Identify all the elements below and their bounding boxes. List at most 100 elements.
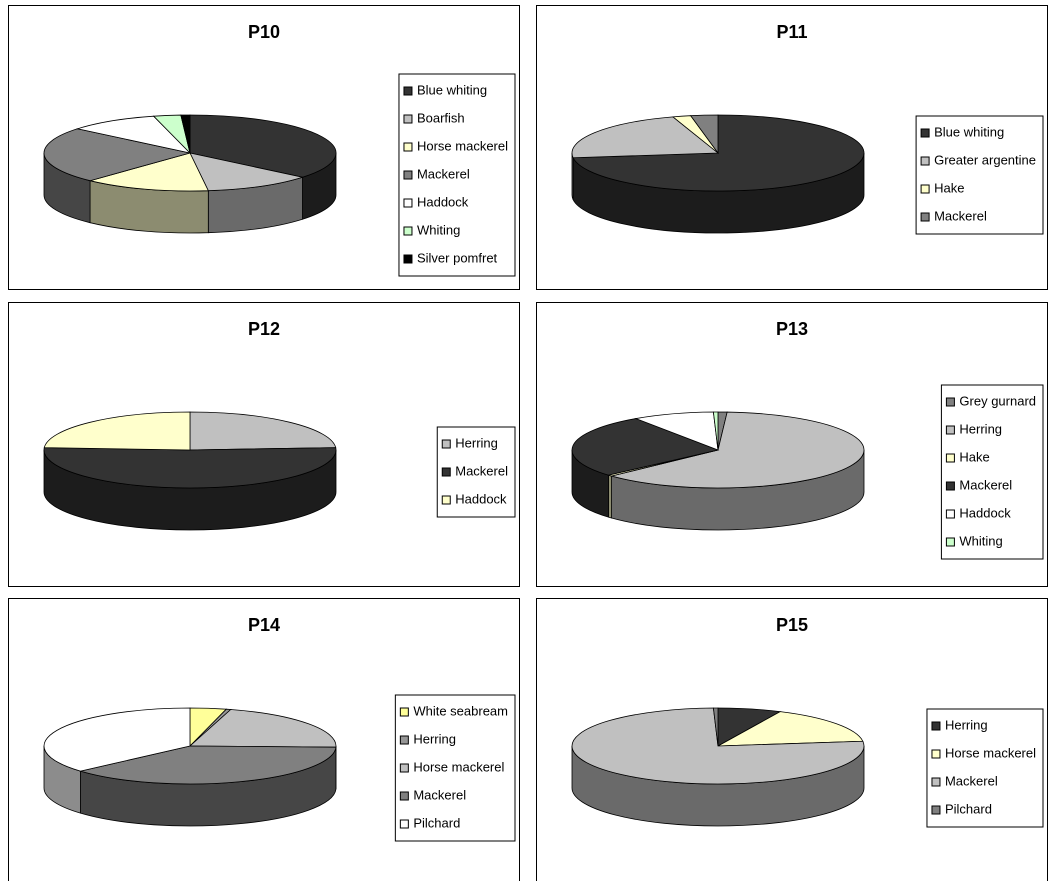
legend: Blue whiting Boarfish Horse mackerel Macker… <box>398 73 516 277</box>
legend-swatch <box>931 777 941 787</box>
legend-swatch <box>931 805 941 815</box>
legend-label: Mackerel <box>455 463 508 478</box>
legend-swatch <box>945 509 955 519</box>
legend-label: Blue whiting <box>417 82 487 97</box>
slice <box>43 447 337 489</box>
slice <box>189 114 337 178</box>
legend-box <box>915 115 1044 235</box>
slice <box>189 152 305 192</box>
legend-label: Herring <box>413 731 456 746</box>
legend-swatch <box>403 142 413 152</box>
legend-label: Horse mackerel <box>417 138 508 153</box>
legend-box <box>940 384 1044 560</box>
legend-swatch <box>931 749 941 759</box>
legend-swatch <box>399 707 409 717</box>
legend-label: Grey gurnard <box>959 393 1036 408</box>
legend-swatch <box>441 495 451 505</box>
slice <box>88 152 209 192</box>
legend-swatch <box>920 184 930 194</box>
legend-label: Haddock <box>417 194 469 209</box>
slice-side <box>608 474 612 519</box>
legend-label: White seabream <box>413 703 508 718</box>
legend-swatch <box>399 735 409 745</box>
legend-swatch <box>945 537 955 547</box>
legend-swatch <box>945 453 955 463</box>
legend-label: Horse mackerel <box>413 759 504 774</box>
legend-swatch <box>403 254 413 264</box>
legend-label: Haddock <box>959 505 1011 520</box>
slice <box>188 709 337 748</box>
chart-title: P12 <box>248 319 280 339</box>
legend-label: Hake <box>934 180 964 195</box>
legend-swatch <box>403 114 413 124</box>
legend: Blue whiting Greater argentine Hake Mackere… <box>915 115 1044 235</box>
legend-label: Horse mackerel <box>945 745 1036 760</box>
legend-swatch <box>945 397 955 407</box>
legend-label: Silver pomfret <box>417 250 498 265</box>
chart-panel: P14 White seabream Herring Horse mackerel Ma… <box>8 598 520 881</box>
legend-box <box>394 694 516 842</box>
chart-panel: P13 Grey gurnard Herring Hake Mackerel Haddoc… <box>536 302 1048 587</box>
legend-swatch <box>403 198 413 208</box>
legend-label: Mackerel <box>945 773 998 788</box>
legend-swatch <box>403 226 413 236</box>
slice <box>689 114 719 155</box>
chart-panel: P11 Blue whiting Greater argentine Hake Mack… <box>536 5 1048 290</box>
slice <box>43 128 191 182</box>
legend-label: Whiting <box>959 533 1002 548</box>
chart-panel: P15 Herring Horse mackerel Mackerel Pilchard <box>536 598 1048 881</box>
slice <box>634 411 719 451</box>
legend-label: Pilchard <box>945 801 992 816</box>
legend-box <box>926 708 1044 828</box>
chart-title: P13 <box>776 319 808 339</box>
legend-label: Whiting <box>417 222 460 237</box>
legend-label: Herring <box>945 717 988 732</box>
chart-title: P11 <box>776 22 807 42</box>
legend-label: Greater argentine <box>934 152 1036 167</box>
legend-swatch <box>399 763 409 773</box>
legend-swatch <box>920 156 930 166</box>
legend-swatch <box>920 128 930 138</box>
slice <box>609 411 865 489</box>
legend: White seabream Herring Horse mackerel Macke… <box>394 694 516 842</box>
legend-swatch <box>403 86 413 96</box>
slice <box>43 411 191 451</box>
legend-label: Herring <box>959 421 1002 436</box>
chart-title: P10 <box>248 22 280 42</box>
legend-label: Blue whiting <box>934 124 1004 139</box>
legend-swatch <box>403 170 413 180</box>
legend-label: Mackerel <box>934 208 987 223</box>
chart-title: P15 <box>776 615 808 635</box>
chart-panel: P10 Blue whiting Boarfish Horse mackerel Mac… <box>8 5 520 290</box>
legend-label: Hake <box>959 449 989 464</box>
chart-title: P14 <box>248 615 280 635</box>
slice <box>180 114 191 154</box>
legend-swatch <box>945 481 955 491</box>
legend-label: Haddock <box>455 491 507 506</box>
legend-label: Pilchard <box>413 815 460 830</box>
slice <box>712 411 719 451</box>
slice <box>571 418 720 476</box>
slice <box>75 115 192 154</box>
legend-label: Herring <box>455 435 498 450</box>
slice <box>78 745 337 785</box>
slice <box>189 411 337 451</box>
legend-label: Mackerel <box>417 166 470 181</box>
legend-swatch <box>920 212 930 222</box>
legend-swatch <box>931 721 941 731</box>
legend-swatch <box>441 439 451 449</box>
legend: Grey gurnard Herring Hake Mackerel Haddock Wh… <box>940 384 1044 560</box>
slice <box>571 116 720 159</box>
legend-label: Boarfish <box>417 110 465 125</box>
legend-swatch <box>441 467 451 477</box>
slice <box>712 707 719 747</box>
slice <box>717 711 864 747</box>
legend-swatch <box>399 819 409 829</box>
legend: Herring Mackerel Haddock <box>436 426 516 518</box>
legend-label: Mackerel <box>959 477 1012 492</box>
slice-side <box>571 152 574 200</box>
legend-swatch <box>399 791 409 801</box>
slice <box>43 707 191 772</box>
